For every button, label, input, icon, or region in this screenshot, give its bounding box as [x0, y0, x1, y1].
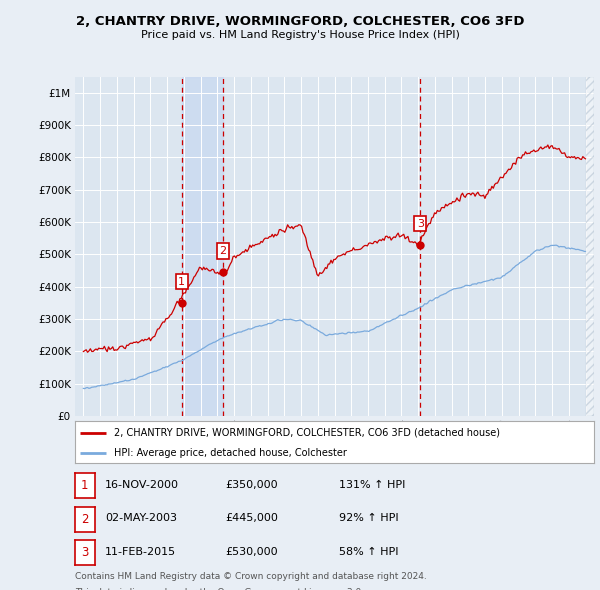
Text: 3: 3 — [81, 546, 89, 559]
Text: 11-FEB-2015: 11-FEB-2015 — [105, 547, 176, 557]
Text: 02-MAY-2003: 02-MAY-2003 — [105, 513, 177, 523]
Text: This data is licensed under the Open Government Licence v3.0.: This data is licensed under the Open Gov… — [75, 588, 364, 590]
Text: 92% ↑ HPI: 92% ↑ HPI — [339, 513, 398, 523]
Text: 58% ↑ HPI: 58% ↑ HPI — [339, 547, 398, 557]
Text: £530,000: £530,000 — [225, 547, 278, 557]
Text: HPI: Average price, detached house, Colchester: HPI: Average price, detached house, Colc… — [114, 448, 347, 457]
Text: Price paid vs. HM Land Registry's House Price Index (HPI): Price paid vs. HM Land Registry's House … — [140, 30, 460, 40]
Text: 3: 3 — [417, 218, 424, 228]
Text: 1: 1 — [81, 479, 89, 492]
Text: 16-NOV-2000: 16-NOV-2000 — [105, 480, 179, 490]
Text: 2: 2 — [220, 246, 227, 256]
Text: 2: 2 — [81, 513, 89, 526]
Text: Contains HM Land Registry data © Crown copyright and database right 2024.: Contains HM Land Registry data © Crown c… — [75, 572, 427, 581]
Bar — [182, 77, 223, 416]
Text: 1: 1 — [178, 277, 185, 287]
Text: £445,000: £445,000 — [225, 513, 278, 523]
Text: 2, CHANTRY DRIVE, WORMINGFORD, COLCHESTER, CO6 3FD: 2, CHANTRY DRIVE, WORMINGFORD, COLCHESTE… — [76, 15, 524, 28]
Text: 131% ↑ HPI: 131% ↑ HPI — [339, 480, 406, 490]
Text: £350,000: £350,000 — [225, 480, 278, 490]
Text: 2, CHANTRY DRIVE, WORMINGFORD, COLCHESTER, CO6 3FD (detached house): 2, CHANTRY DRIVE, WORMINGFORD, COLCHESTE… — [114, 428, 500, 438]
